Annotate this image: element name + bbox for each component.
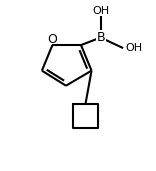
Text: OH: OH (125, 43, 143, 53)
Text: O: O (47, 32, 57, 45)
Text: B: B (96, 31, 105, 44)
Text: OH: OH (92, 6, 109, 16)
